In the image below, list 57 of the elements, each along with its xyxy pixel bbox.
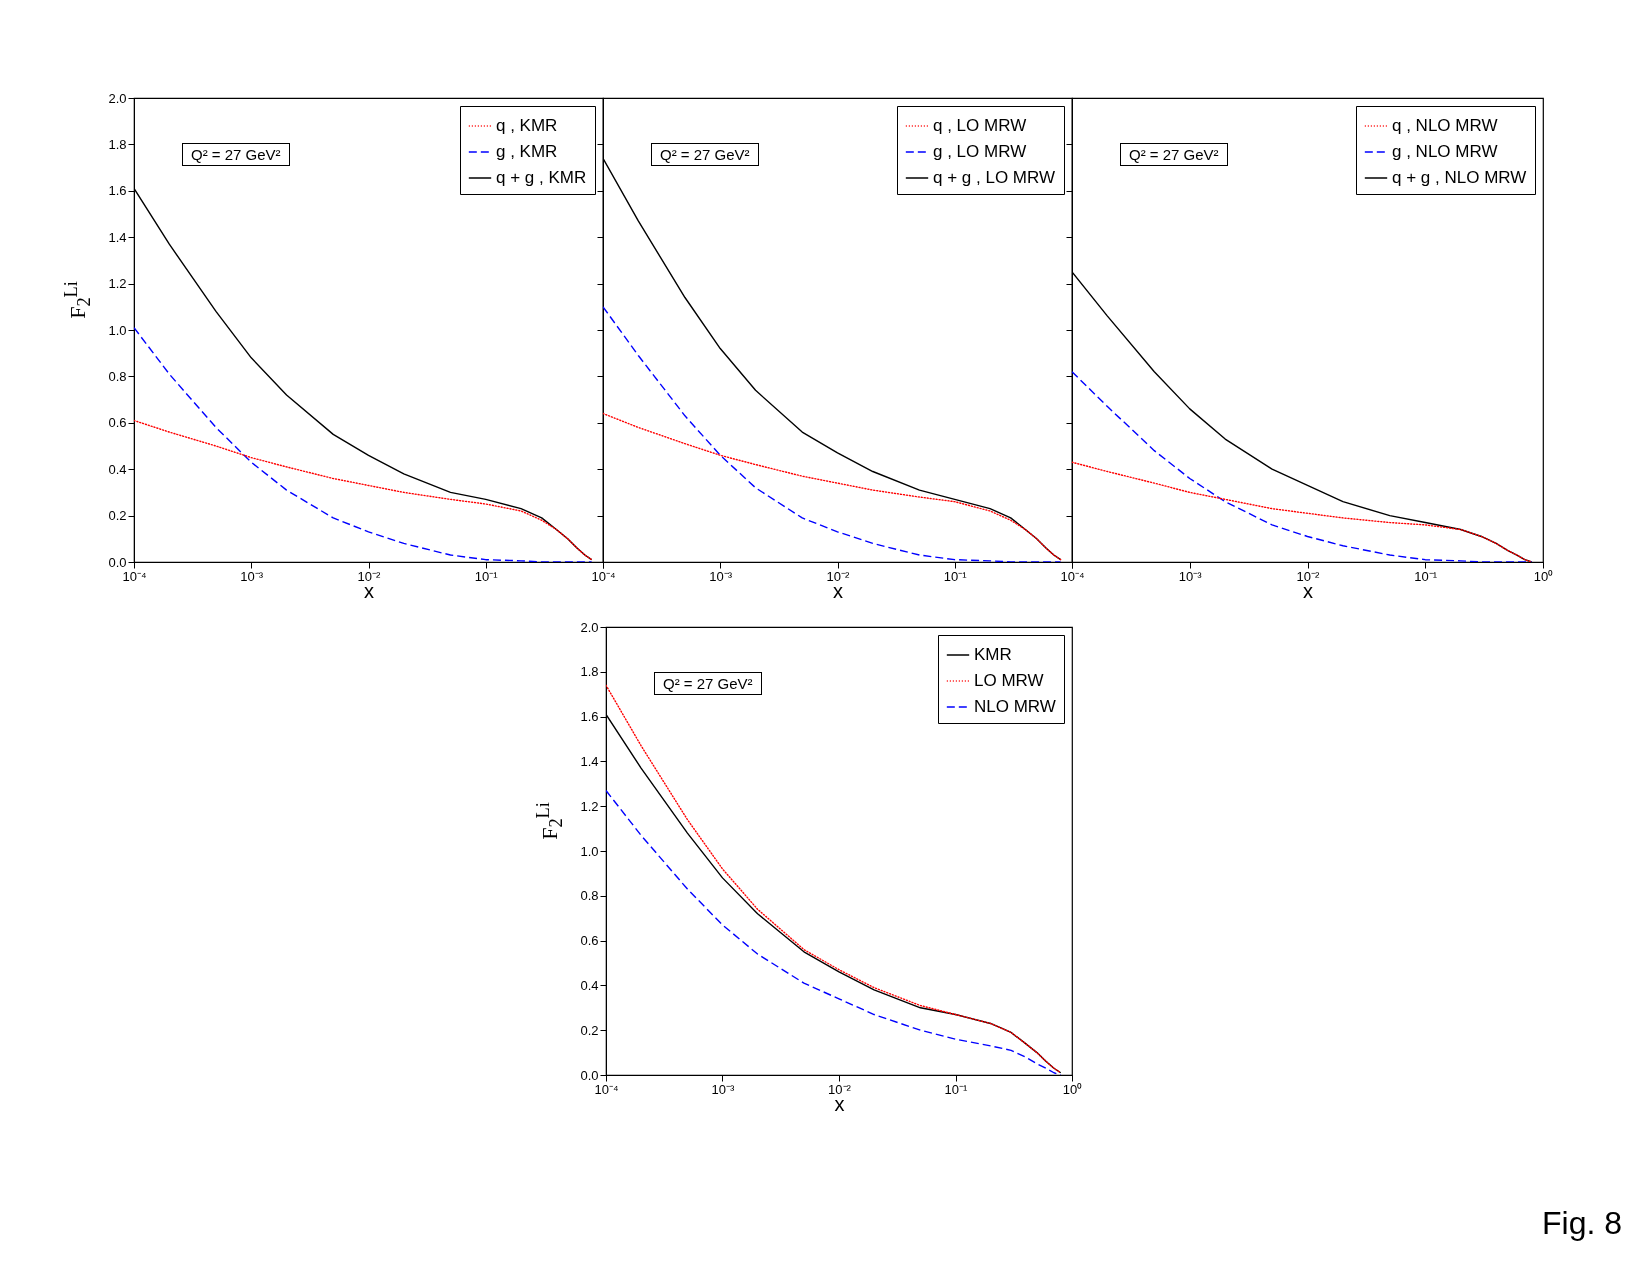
y-tick-label: 0.0 [580, 1067, 599, 1083]
x-tick-label: 10⁰ [1533, 568, 1554, 584]
y-tick-label: 0.4 [580, 977, 599, 993]
y-tick-label: 1.2 [580, 798, 599, 814]
x-tick-label: 10⁻¹ [474, 568, 499, 584]
y-tick-label: 2.0 [108, 90, 127, 106]
legend-label: g , KMR [496, 142, 558, 161]
x-tick-label: 10⁻³ [240, 568, 264, 584]
x-tick-label: 10⁻⁴ [591, 568, 616, 584]
legend-label: g , LO MRW [933, 142, 1027, 161]
y-tick-label: 1.0 [580, 843, 599, 859]
annotation: Q² = 27 GeV² [654, 672, 762, 695]
y-tick-label: 1.8 [580, 664, 599, 680]
y-tick-label: 0.8 [108, 368, 127, 384]
x-tick-label: 10⁻¹ [1414, 568, 1438, 584]
legend-label: q , LO MRW [933, 116, 1027, 135]
x-tick-label: 10⁻² [1296, 568, 1321, 584]
x-tick-label: 10⁻¹ [944, 1081, 969, 1097]
x-tick-label: 10⁰ [1062, 1081, 1083, 1097]
y-tick-label: 1.4 [108, 229, 127, 245]
y-tick-label: 0.4 [108, 461, 127, 477]
legend-label: KMR [974, 645, 1012, 664]
x-tick-label: 10⁻³ [1178, 568, 1203, 584]
y-tick-label: 0.2 [580, 1022, 599, 1038]
caption: Fig. 8 [1541, 1205, 1622, 1242]
x-tick-label: 10⁻³ [711, 1081, 736, 1097]
y-tick-label: 1.4 [580, 753, 599, 769]
x-tick-label: 10⁻² [357, 568, 382, 584]
annotation: Q² = 27 GeV² [651, 143, 759, 166]
legend-label: LO MRW [974, 671, 1044, 690]
legend-label: g , NLO MRW [1392, 142, 1498, 161]
x-tick-label: 10⁻¹ [943, 568, 968, 584]
y-tick-label: 0.2 [108, 508, 127, 524]
legend-label: q , KMR [496, 116, 558, 135]
y-tick-label: 1.0 [108, 322, 127, 338]
y-tick-label: 1.6 [108, 183, 127, 199]
x-tick-label: 10⁻⁴ [1060, 568, 1085, 584]
y-tick-label: 1.8 [108, 136, 127, 152]
x-tick-label: 10⁻⁴ [122, 568, 147, 584]
x-tick-label: 10⁻⁴ [594, 1081, 619, 1097]
legend-label: q + g , NLO MRW [1392, 168, 1527, 187]
y-tick-label: 0.6 [108, 415, 127, 431]
y-tick-label: 2.0 [580, 619, 599, 635]
annotation: Q² = 27 GeV² [182, 143, 290, 166]
annotation: Q² = 27 GeV² [1120, 143, 1228, 166]
x-tick-label: 10⁻² [828, 1081, 852, 1097]
y-tick-label: 0.0 [108, 554, 127, 570]
legend-label: NLO MRW [974, 697, 1056, 716]
legend-label: q , NLO MRW [1392, 116, 1498, 135]
y-tick-label: 1.2 [108, 276, 127, 292]
x-tick-label: 10⁻² [826, 568, 851, 584]
y-tick-label: 0.8 [580, 888, 599, 904]
y-tick-label: 0.6 [580, 933, 599, 949]
x-tick-label: 10⁻³ [709, 568, 733, 584]
legend-label: q + g , KMR [496, 168, 587, 187]
legend-label: q + g , LO MRW [933, 168, 1056, 187]
y-tick-label: 1.6 [580, 709, 599, 725]
